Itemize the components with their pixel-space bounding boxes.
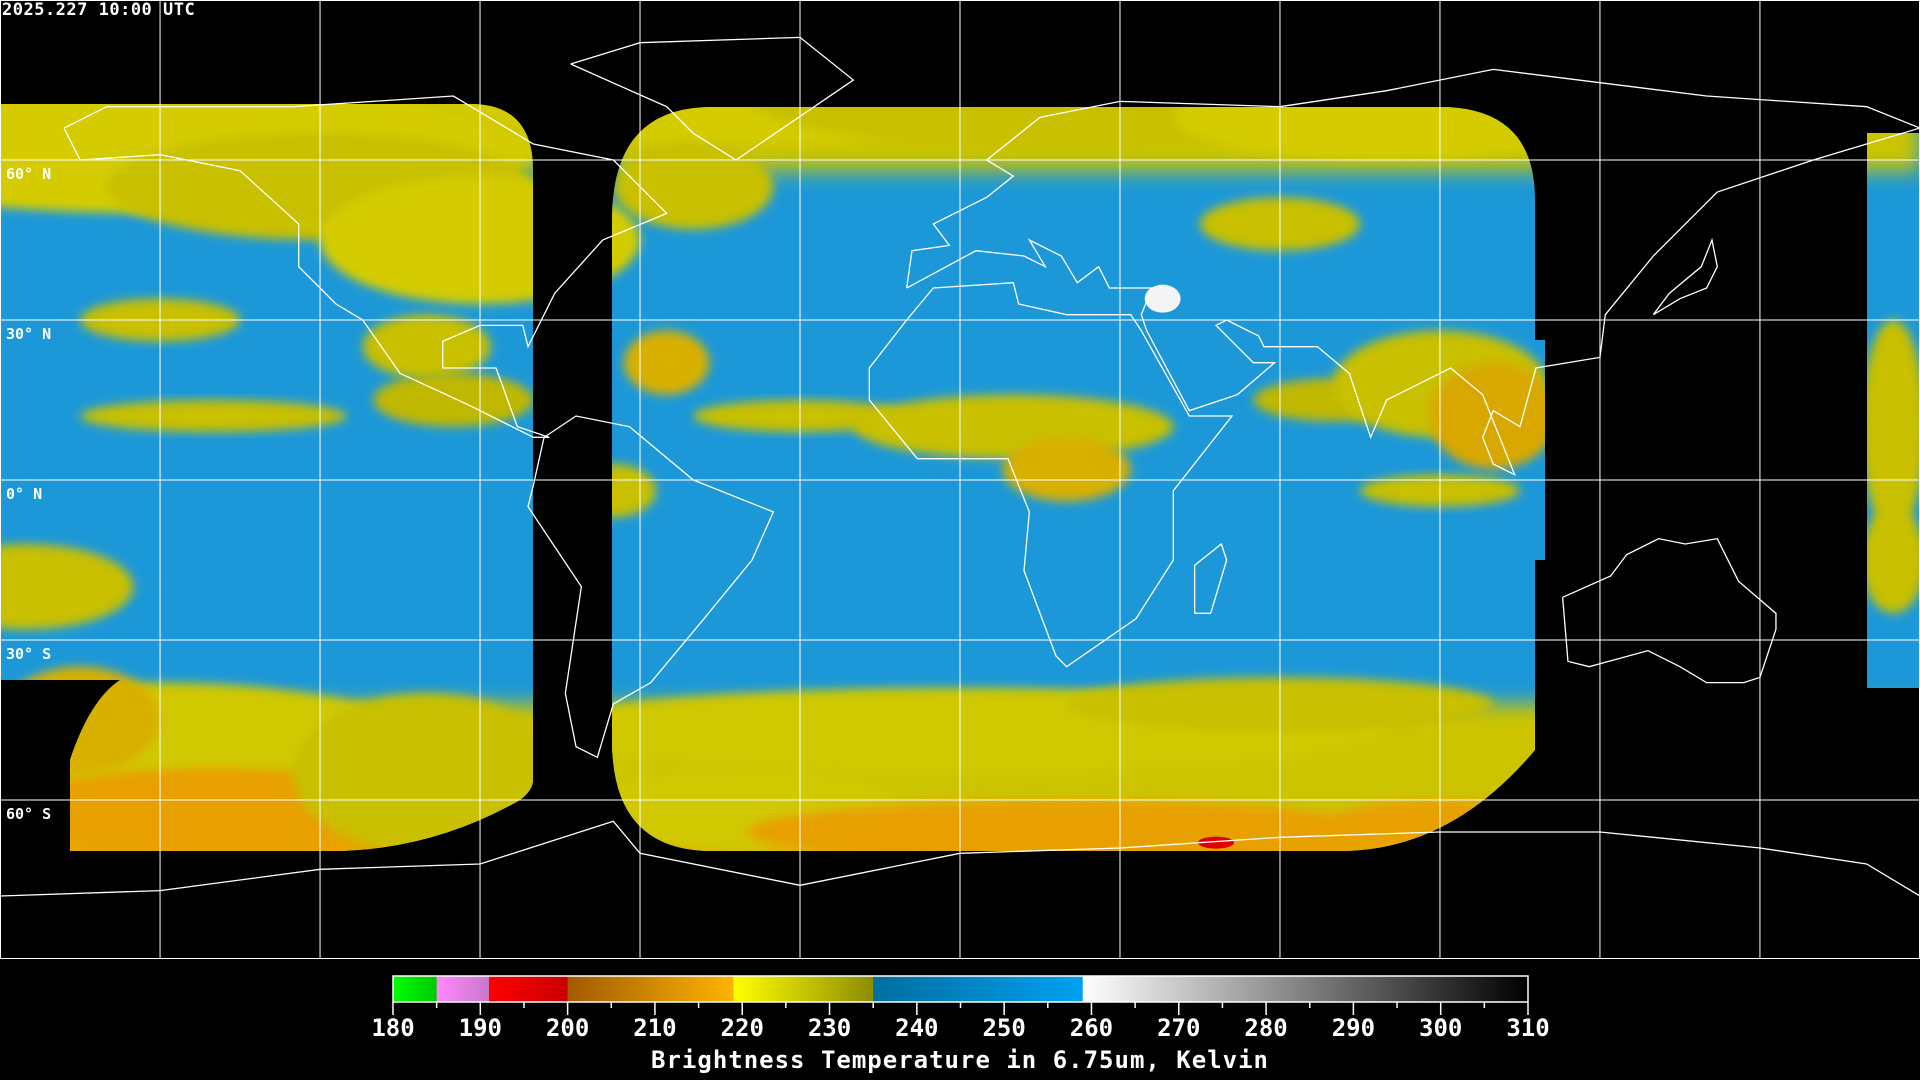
coastline-madagascar	[1194, 542, 1228, 614]
colorbar-title: Brightness Temperature in 6.75um, Kelvin	[651, 1046, 1269, 1074]
colorbar-tick-label: 290	[1332, 1014, 1375, 1042]
colorbar-segment	[393, 976, 438, 1002]
colorbar-tick-label: 300	[1419, 1014, 1462, 1042]
colorbar-segment	[873, 976, 1084, 1002]
colorbar-tick-label: 220	[721, 1014, 764, 1042]
colorbar-tick-label: 310	[1506, 1014, 1549, 1042]
colorbar-tick-label: 200	[546, 1014, 589, 1042]
colorbar-tick-label: 180	[371, 1014, 414, 1042]
colorbar-tick-label: 190	[459, 1014, 502, 1042]
colorbar-segment	[436, 976, 490, 1002]
cold-area	[1197, 836, 1234, 849]
lat-label-30n: 30° N	[6, 325, 52, 343]
coastline-greenland	[570, 36, 855, 161]
satellite-disk	[612, 107, 1545, 851]
lat-label-60s: 60° S	[6, 805, 52, 823]
lat-lon-grid	[0, 0, 1920, 958]
colorbar-tick-label: 240	[895, 1014, 938, 1042]
colorbar-segment	[489, 976, 569, 1002]
colorbar-segment	[567, 976, 734, 1002]
colorbar: 180 190 200 210 220 230 240 250 260 270 280 290 300 3…	[371, 975, 1550, 1042]
colorbar-tick-label: 210	[633, 1014, 676, 1042]
coastline-north-america	[63, 95, 668, 438]
colorbar-tick-label: 270	[1157, 1014, 1200, 1042]
colorbar-segment	[733, 976, 874, 1002]
coastline-japan	[1652, 237, 1718, 316]
lat-label-30s: 30° S	[6, 645, 52, 663]
lat-label-0n: 0° N	[6, 485, 43, 503]
coastline-eurasia	[906, 68, 1920, 477]
colorbar-tick-label: 280	[1244, 1014, 1287, 1042]
coastline-australia	[1561, 537, 1777, 684]
colorbar-segment	[1082, 976, 1529, 1002]
water-vapor-map	[0, 0, 1920, 959]
colorbar-tick-label: 250	[982, 1014, 1025, 1042]
lat-label-60n: 60° N	[6, 165, 52, 183]
warm-dry-area	[1144, 284, 1181, 313]
timestamp: 2025.227 10:00 UTC	[2, 0, 196, 20]
colorbar-tick-label: 260	[1070, 1014, 1113, 1042]
colorbar-tick-label: 230	[808, 1014, 851, 1042]
